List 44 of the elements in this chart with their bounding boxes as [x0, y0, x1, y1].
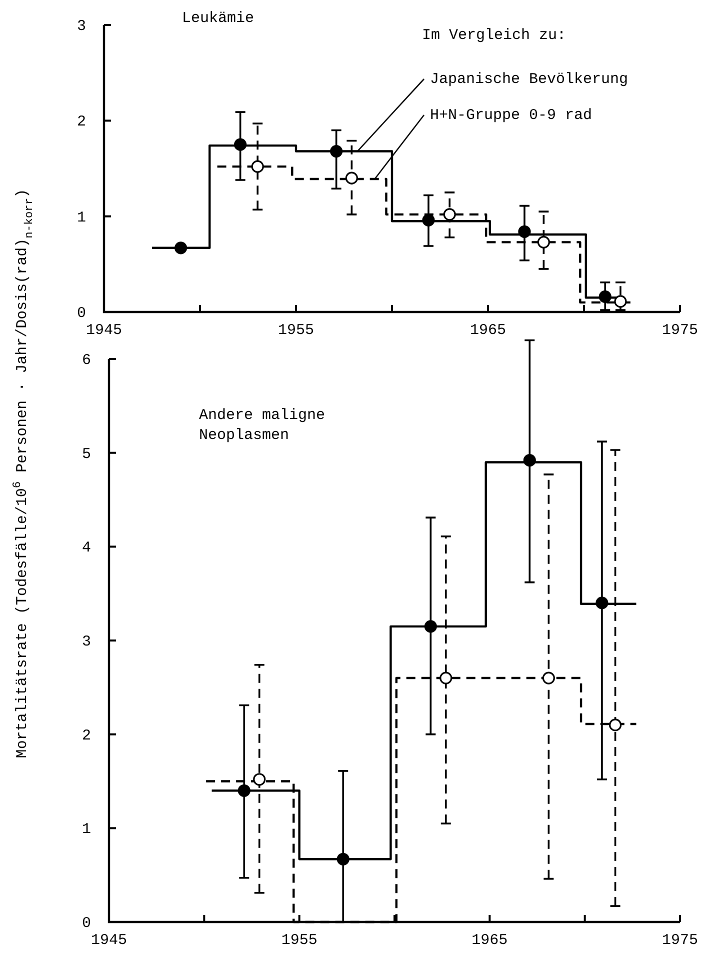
point: [234, 138, 247, 151]
chart-title: Leukämie: [182, 10, 254, 27]
y-tick-label: 2: [76, 114, 86, 131]
y-tick-label: 3: [76, 18, 86, 35]
point: [523, 454, 536, 467]
point: [251, 160, 264, 173]
x-tick-label: 1955: [281, 932, 318, 949]
point: [422, 214, 435, 226]
y-tick-label: 1: [82, 821, 91, 838]
y-tick-label: 3: [82, 634, 91, 650]
x-tick-label: 1975: [662, 932, 698, 949]
point: [330, 144, 343, 158]
x-tick-label: 1945: [86, 322, 122, 339]
point: [443, 208, 456, 221]
x-tick-label: 1965: [470, 322, 506, 339]
point: [238, 784, 250, 797]
x-tick-label: 1945: [90, 932, 128, 949]
text: Andere maligne Neoplasmen: [199, 407, 326, 444]
x-tick-label: 1975: [662, 322, 698, 339]
point: [174, 242, 188, 254]
point: [336, 852, 350, 866]
y-tick-label: 6: [82, 352, 91, 369]
y-tick-label: 0: [76, 305, 86, 322]
point: [345, 172, 358, 184]
y-tick-label: 1: [76, 209, 86, 226]
point: [518, 225, 531, 238]
point: [614, 295, 627, 308]
x-tick-label: 1955: [278, 322, 314, 339]
y-tick-label: 5: [82, 446, 91, 463]
point: [440, 672, 452, 684]
legend-title: Im Vergleich zu:: [422, 27, 566, 44]
x-tick-label: 1965: [472, 932, 508, 949]
point: [537, 236, 550, 248]
point: [598, 290, 612, 303]
y-tick-label: 2: [82, 727, 91, 744]
point: [608, 718, 622, 732]
text: H+N-Gruppe 0-9 rad: [430, 107, 592, 124]
y-tick-label: 0: [82, 915, 91, 932]
text: Japanische Bevölkerung: [430, 71, 628, 88]
point: [424, 620, 437, 633]
y-tick-label: 4: [82, 540, 91, 557]
point: [596, 596, 608, 610]
point: [542, 672, 555, 684]
point: [253, 773, 266, 786]
